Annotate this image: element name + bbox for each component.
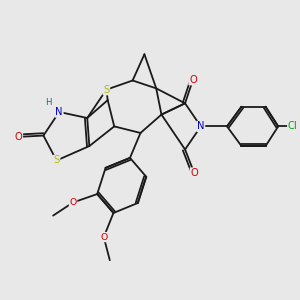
Text: S: S [103,85,110,95]
Text: H: H [45,98,52,106]
Text: N: N [197,122,205,131]
Text: O: O [189,75,197,85]
Text: Cl: Cl [288,122,298,131]
Text: O: O [15,132,22,142]
Text: O: O [100,232,107,242]
Text: O: O [190,168,198,178]
Text: S: S [53,155,60,166]
Text: N: N [56,107,63,117]
Text: O: O [69,198,77,207]
